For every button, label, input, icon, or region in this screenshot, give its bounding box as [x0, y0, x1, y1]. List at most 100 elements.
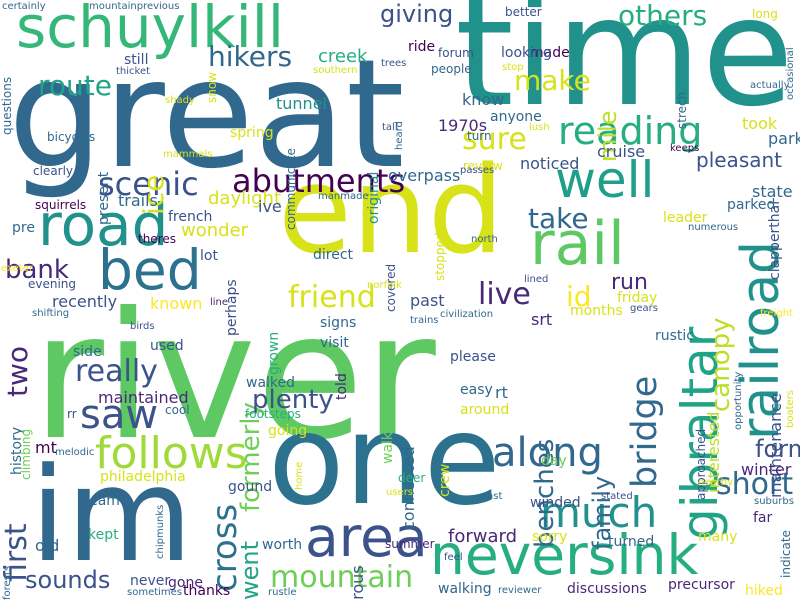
word-squirrels: squirrels — [35, 198, 87, 212]
word-others: others — [618, 0, 708, 32]
word-sounds: sounds — [25, 566, 111, 594]
word-numerous: numerous — [688, 222, 739, 233]
word-well: well — [555, 151, 655, 209]
word-plenty: plenty — [252, 385, 334, 415]
word-walked: walked — [246, 375, 296, 391]
word-run: run — [611, 270, 648, 295]
word-ride: ride — [408, 39, 436, 55]
word-noticed: noticed — [520, 154, 580, 173]
word-trains: trains — [410, 315, 439, 326]
word-walking: walking — [438, 581, 492, 597]
word-sure: sure — [462, 122, 527, 157]
word-civilization: civilization — [440, 309, 494, 320]
word-occasional: occasional — [785, 47, 796, 100]
word-visit: visit — [320, 335, 349, 351]
word-cool: cool — [165, 403, 190, 417]
word-long: long — [752, 7, 778, 21]
word-dangerous: dangerous — [348, 565, 367, 600]
word-lined: lined — [524, 274, 549, 285]
word-gound: gound — [228, 479, 273, 495]
word-crew: crew — [437, 463, 453, 497]
word-bicycles: bicycles — [47, 130, 96, 144]
word-users: users — [386, 487, 414, 498]
word-going: going — [268, 423, 308, 439]
word-precursor: precursor — [668, 577, 735, 593]
word-climbing: climbing — [19, 428, 33, 480]
word-many: many — [698, 529, 738, 545]
word-walk: walk — [380, 431, 396, 464]
word-id: id — [566, 280, 592, 313]
word-review: review — [463, 159, 503, 173]
word-made: made — [530, 45, 570, 61]
word-people: people — [431, 62, 472, 76]
word-park: park — [768, 129, 800, 148]
word-wonder: wonder — [181, 220, 249, 241]
word-around: around — [460, 402, 510, 418]
word-mt: mt — [35, 438, 57, 457]
word-rustic: rustic — [655, 328, 694, 344]
word-stated: stated — [601, 491, 633, 502]
word-strech: strech — [675, 91, 689, 129]
word-present: present — [96, 171, 112, 225]
word-took: took — [742, 114, 778, 133]
word-turned: turned — [608, 534, 655, 550]
word-spring: spring — [230, 125, 274, 141]
word-tall: tall — [382, 122, 398, 133]
word-rt: rt — [495, 383, 508, 402]
word-went: went — [236, 540, 264, 600]
word-reading: reading — [558, 109, 703, 153]
word-rr: rr — [67, 407, 77, 421]
word-1970s: 1970s — [438, 116, 488, 135]
word-communicate: communicate — [284, 148, 298, 230]
word-stopped: stopped — [433, 232, 447, 281]
word-past: past — [410, 291, 445, 310]
word-along: along — [492, 430, 603, 476]
word-sometimes: sometimes — [127, 587, 183, 598]
word-old: old — [35, 536, 60, 555]
word-hiked: hiked — [745, 583, 783, 599]
word-nearby: nearby — [698, 477, 733, 488]
word-one: one — [268, 388, 501, 533]
word-schuylkill: schuylkill — [16, 0, 284, 61]
word-form: form — [755, 435, 800, 463]
word-mammals: mammals — [163, 149, 213, 160]
word-reviewer: reviewer — [498, 585, 542, 596]
word-birds: birds — [130, 321, 155, 332]
word-thicket: thicket — [116, 66, 151, 77]
word-worth: worth — [262, 537, 303, 553]
word-bridge: bridge — [625, 375, 665, 488]
word-never: never — [130, 573, 171, 589]
word-opportunity: opportunity — [733, 371, 744, 430]
word-forests: forests — [2, 565, 13, 600]
word-kept: kept — [88, 527, 119, 543]
word-certainly: certainly — [2, 1, 46, 12]
word-far: far — [753, 510, 773, 526]
word-shifting: shifting — [32, 308, 70, 319]
word-great: great — [8, 28, 405, 202]
word-mountain: mountain — [270, 560, 414, 595]
word-gears: gears — [630, 303, 658, 314]
word-east: east — [481, 491, 503, 502]
word-original: original — [366, 171, 382, 224]
word-giving: giving — [380, 0, 454, 28]
word-direct: direct — [313, 247, 354, 263]
word-grown: grown — [266, 331, 282, 375]
word-bed: bed — [98, 238, 202, 302]
word-canopy: canopy — [706, 317, 736, 412]
word-short: short — [716, 467, 794, 502]
word-im: im — [30, 439, 193, 591]
word-state: state — [752, 182, 793, 201]
word-better: better — [505, 5, 542, 19]
word-winter: winter — [741, 460, 792, 479]
word-scenic: scenic — [98, 165, 199, 203]
word-end: end — [278, 142, 505, 281]
word-told: told — [334, 373, 350, 400]
word-forward: forward — [448, 526, 518, 547]
word-used: used — [150, 338, 184, 354]
word-mountainprevious: mountainprevious — [89, 1, 180, 12]
word-chipmunks: chipmunks — [155, 504, 166, 559]
word-suburbs: suburbs — [754, 496, 794, 507]
word-friend: friend — [288, 280, 376, 315]
word-recently: recently — [52, 292, 118, 311]
